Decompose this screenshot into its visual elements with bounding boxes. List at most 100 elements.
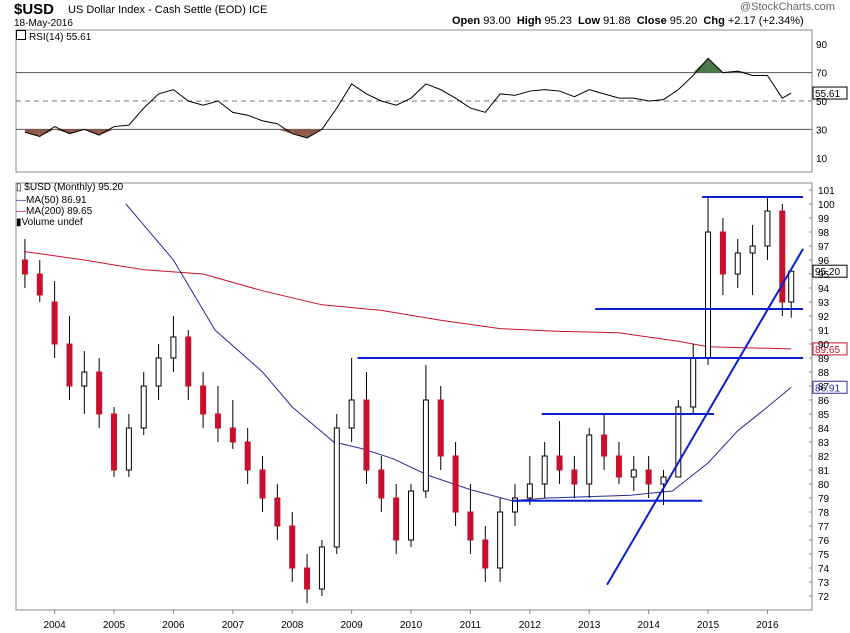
ma200-line	[24, 251, 792, 350]
candle-body	[571, 469, 578, 485]
price-tick-label: 81	[818, 466, 830, 477]
price-tick-label: 89	[818, 354, 830, 365]
candle-body	[779, 210, 786, 303]
x-tick-label: 2015	[697, 620, 720, 631]
candle-body	[244, 441, 251, 471]
candle-body	[660, 476, 667, 485]
candle-body	[363, 399, 370, 471]
price-tick-label: 101	[818, 186, 835, 197]
x-tick-label: 2010	[400, 620, 423, 631]
candle-legend-icon: ▯	[16, 182, 22, 193]
x-tick-label: 2005	[103, 620, 126, 631]
trend-line	[606, 248, 804, 586]
rsi-tick-label: 30	[816, 125, 828, 136]
candle-body	[185, 336, 192, 387]
price-tick-label: 73	[818, 578, 830, 589]
price-tick-label: 94	[818, 284, 830, 295]
candle-body	[601, 434, 608, 457]
rsi-oversold-fill	[99, 129, 115, 136]
rsi-panel: 55.61	[15, 29, 848, 173]
candle-body	[615, 455, 622, 478]
x-tick-label: 2013	[578, 620, 601, 631]
watermark: @StockCharts.com	[740, 1, 835, 13]
high-label: High	[516, 15, 542, 27]
price-tick-label: 84	[818, 424, 830, 435]
rsi-tick-label: 10	[816, 154, 828, 165]
ma50-tag: 86.91	[815, 383, 840, 394]
price-tick-label: 80	[818, 480, 830, 491]
ma50-legend: —MA(50) 86.91	[16, 195, 87, 206]
candle-body	[155, 357, 162, 387]
axes: 90 70 50 30 10 101 100 99 98 97 96 95 94 93 92 91 90 89 88…	[43, 40, 835, 631]
candle-body	[467, 511, 474, 541]
rsi-oversold-fill	[292, 129, 308, 138]
candle-body	[630, 469, 637, 478]
open-label: Open	[452, 15, 481, 27]
high-value: 95.23	[544, 15, 572, 27]
price-tick-label: 91	[818, 326, 830, 337]
candle-body	[111, 413, 118, 471]
price-tick-label: 87	[818, 382, 830, 393]
ma50-tag-box	[812, 380, 848, 394]
price-tick-label: 100	[818, 200, 835, 211]
volume-legend: ▮Volume undef	[16, 217, 83, 228]
low-label: Low	[578, 15, 601, 27]
price-tick-label: 97	[818, 242, 830, 253]
candle-body	[645, 469, 652, 485]
candle-body	[734, 252, 741, 275]
rsi-oversold-fill	[277, 129, 293, 134]
candle-body	[749, 245, 756, 254]
candle-body	[170, 336, 177, 359]
exchange-text: ICE	[248, 4, 268, 16]
price-tick-label: 78	[818, 508, 830, 519]
x-tick-label: 2016	[756, 620, 779, 631]
x-tick-label: 2007	[222, 620, 245, 631]
candle-body	[764, 210, 771, 247]
candle-body	[452, 455, 459, 513]
description-text: US Dollar Index - Cash Settle (EOD)	[68, 4, 246, 16]
price-tick-label: 82	[818, 452, 830, 463]
candle-body	[229, 427, 236, 443]
candle-body	[705, 231, 712, 359]
x-tick-label: 2012	[519, 620, 542, 631]
rsi-oversold-fill	[54, 129, 70, 134]
price-tick-label: 77	[818, 522, 830, 533]
ma50-legend-text: MA(50) 86.91	[26, 195, 87, 206]
candle-body	[259, 469, 266, 499]
candle-body	[200, 385, 207, 415]
candle-body	[289, 525, 296, 569]
candle-body	[36, 273, 43, 296]
candle-body	[408, 490, 415, 541]
candle-body	[274, 497, 281, 527]
chart-date: 18-May-2016	[14, 18, 73, 29]
rsi-overbought-fill	[693, 58, 709, 73]
volume-legend-text: Volume undef	[21, 217, 83, 228]
price-tick-label: 74	[818, 564, 830, 575]
ma200-legend-text: MA(200) 89.65	[26, 206, 93, 217]
rsi-tick-label: 70	[816, 69, 828, 80]
candle-body	[526, 483, 533, 499]
low-value: 91.88	[603, 15, 631, 27]
rsi-tick-label: 90	[816, 40, 828, 51]
price-panel: 89.65 86.91 95.20	[15, 182, 848, 611]
candle-body	[66, 343, 73, 387]
candle-body	[497, 511, 504, 569]
candle-body	[125, 427, 132, 471]
candle-body	[96, 371, 103, 415]
ma200-tag-box	[812, 342, 848, 356]
chg-value: +2.17 (+2.34%)	[727, 15, 804, 27]
candle-body	[719, 231, 726, 275]
volume-legend-icon: ▮	[16, 217, 22, 228]
candle-body	[81, 371, 88, 387]
price-tick-label: 96	[818, 256, 830, 267]
price-tag-box	[812, 264, 848, 278]
price-legend-text: $USD (Monthly) 95.20	[24, 182, 124, 193]
x-tick-label: 2014	[638, 620, 661, 631]
candle-body	[21, 259, 28, 275]
price-tick-label: 72	[818, 592, 830, 603]
rsi-line	[24, 57, 792, 139]
price-tick-label: 88	[818, 368, 830, 379]
candle-body	[675, 406, 682, 478]
candle-body	[690, 357, 697, 408]
open-value: 93.00	[483, 15, 511, 27]
